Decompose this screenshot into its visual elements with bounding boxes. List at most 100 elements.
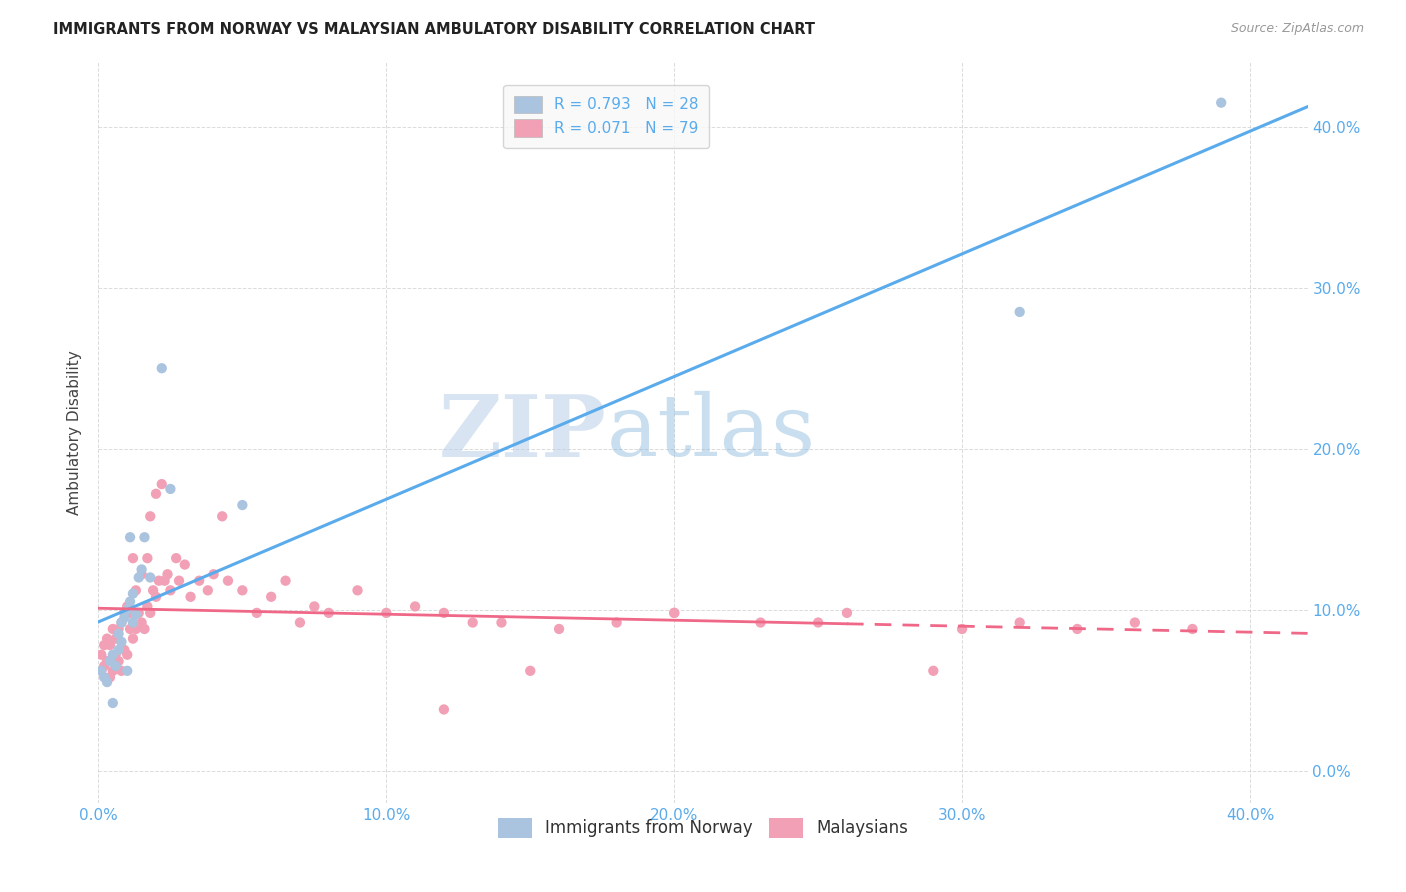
Point bbox=[139, 606, 162, 620]
Point bbox=[922, 664, 945, 678]
Point bbox=[98, 670, 121, 684]
Point bbox=[173, 558, 195, 572]
Point bbox=[1123, 615, 1146, 630]
Point bbox=[107, 622, 129, 636]
Point bbox=[519, 664, 541, 678]
Point bbox=[491, 615, 513, 630]
Point bbox=[104, 648, 127, 662]
Point bbox=[122, 615, 145, 630]
Point bbox=[246, 606, 269, 620]
Y-axis label: Ambulatory Disability: Ambulatory Disability bbox=[67, 351, 83, 515]
Point bbox=[131, 615, 153, 630]
Point bbox=[107, 627, 129, 641]
Point bbox=[1008, 615, 1031, 630]
Point bbox=[217, 574, 239, 588]
Text: Source: ZipAtlas.com: Source: ZipAtlas.com bbox=[1230, 22, 1364, 36]
Point bbox=[150, 477, 173, 491]
Point bbox=[231, 583, 253, 598]
Point bbox=[749, 615, 772, 630]
Point bbox=[115, 664, 138, 678]
Point bbox=[835, 606, 858, 620]
Point bbox=[159, 583, 181, 598]
Point bbox=[93, 659, 115, 673]
Point bbox=[1008, 305, 1031, 319]
Point bbox=[110, 664, 132, 678]
Point bbox=[136, 551, 159, 566]
Point bbox=[150, 361, 173, 376]
Point bbox=[122, 632, 145, 646]
Point bbox=[260, 590, 283, 604]
Point bbox=[107, 643, 129, 657]
Point bbox=[112, 606, 135, 620]
Point bbox=[1066, 622, 1088, 636]
Point bbox=[98, 638, 121, 652]
Point bbox=[110, 615, 132, 630]
Point bbox=[148, 574, 170, 588]
Point bbox=[807, 615, 830, 630]
Point bbox=[122, 586, 145, 600]
Point bbox=[165, 551, 187, 566]
Point bbox=[125, 583, 148, 598]
Point bbox=[156, 567, 179, 582]
Point bbox=[90, 664, 112, 678]
Point bbox=[107, 654, 129, 668]
Point bbox=[664, 606, 686, 620]
Point bbox=[110, 615, 132, 630]
Point bbox=[128, 606, 150, 620]
Point bbox=[120, 606, 142, 620]
Point bbox=[145, 487, 167, 501]
Point bbox=[120, 622, 142, 636]
Text: ZIP: ZIP bbox=[439, 391, 606, 475]
Point bbox=[461, 615, 484, 630]
Point bbox=[375, 606, 398, 620]
Point bbox=[153, 574, 176, 588]
Point bbox=[104, 632, 127, 646]
Point bbox=[433, 606, 456, 620]
Point bbox=[211, 509, 233, 524]
Point bbox=[180, 590, 202, 604]
Point bbox=[139, 570, 162, 584]
Point bbox=[96, 632, 118, 646]
Point bbox=[188, 574, 211, 588]
Point bbox=[231, 498, 253, 512]
Point bbox=[115, 648, 138, 662]
Point bbox=[1211, 95, 1233, 110]
Point bbox=[433, 702, 456, 716]
Point bbox=[110, 635, 132, 649]
Point bbox=[115, 602, 138, 616]
Text: IMMIGRANTS FROM NORWAY VS MALAYSIAN AMBULATORY DISABILITY CORRELATION CHART: IMMIGRANTS FROM NORWAY VS MALAYSIAN AMBU… bbox=[53, 22, 815, 37]
Point bbox=[115, 599, 138, 614]
Point bbox=[139, 509, 162, 524]
Point bbox=[101, 696, 124, 710]
Point bbox=[950, 622, 973, 636]
Legend: Immigrants from Norway, Malaysians: Immigrants from Norway, Malaysians bbox=[489, 809, 917, 847]
Point bbox=[131, 567, 153, 582]
Point bbox=[131, 562, 153, 576]
Point bbox=[197, 583, 219, 598]
Point bbox=[288, 615, 311, 630]
Point bbox=[128, 570, 150, 584]
Point bbox=[122, 551, 145, 566]
Point bbox=[274, 574, 297, 588]
Point bbox=[98, 654, 121, 668]
Point bbox=[404, 599, 426, 614]
Point bbox=[125, 622, 148, 636]
Point bbox=[101, 664, 124, 678]
Point bbox=[664, 606, 686, 620]
Point bbox=[134, 622, 156, 636]
Point bbox=[318, 606, 340, 620]
Point bbox=[90, 664, 112, 678]
Point bbox=[136, 599, 159, 614]
Point bbox=[346, 583, 368, 598]
Point bbox=[120, 530, 142, 544]
Point bbox=[96, 675, 118, 690]
Point bbox=[101, 648, 124, 662]
Point bbox=[304, 599, 326, 614]
Point bbox=[120, 594, 142, 608]
Point bbox=[548, 622, 571, 636]
Point bbox=[104, 659, 127, 673]
Point bbox=[606, 615, 628, 630]
Text: atlas: atlas bbox=[606, 391, 815, 475]
Point bbox=[90, 648, 112, 662]
Point bbox=[1181, 622, 1204, 636]
